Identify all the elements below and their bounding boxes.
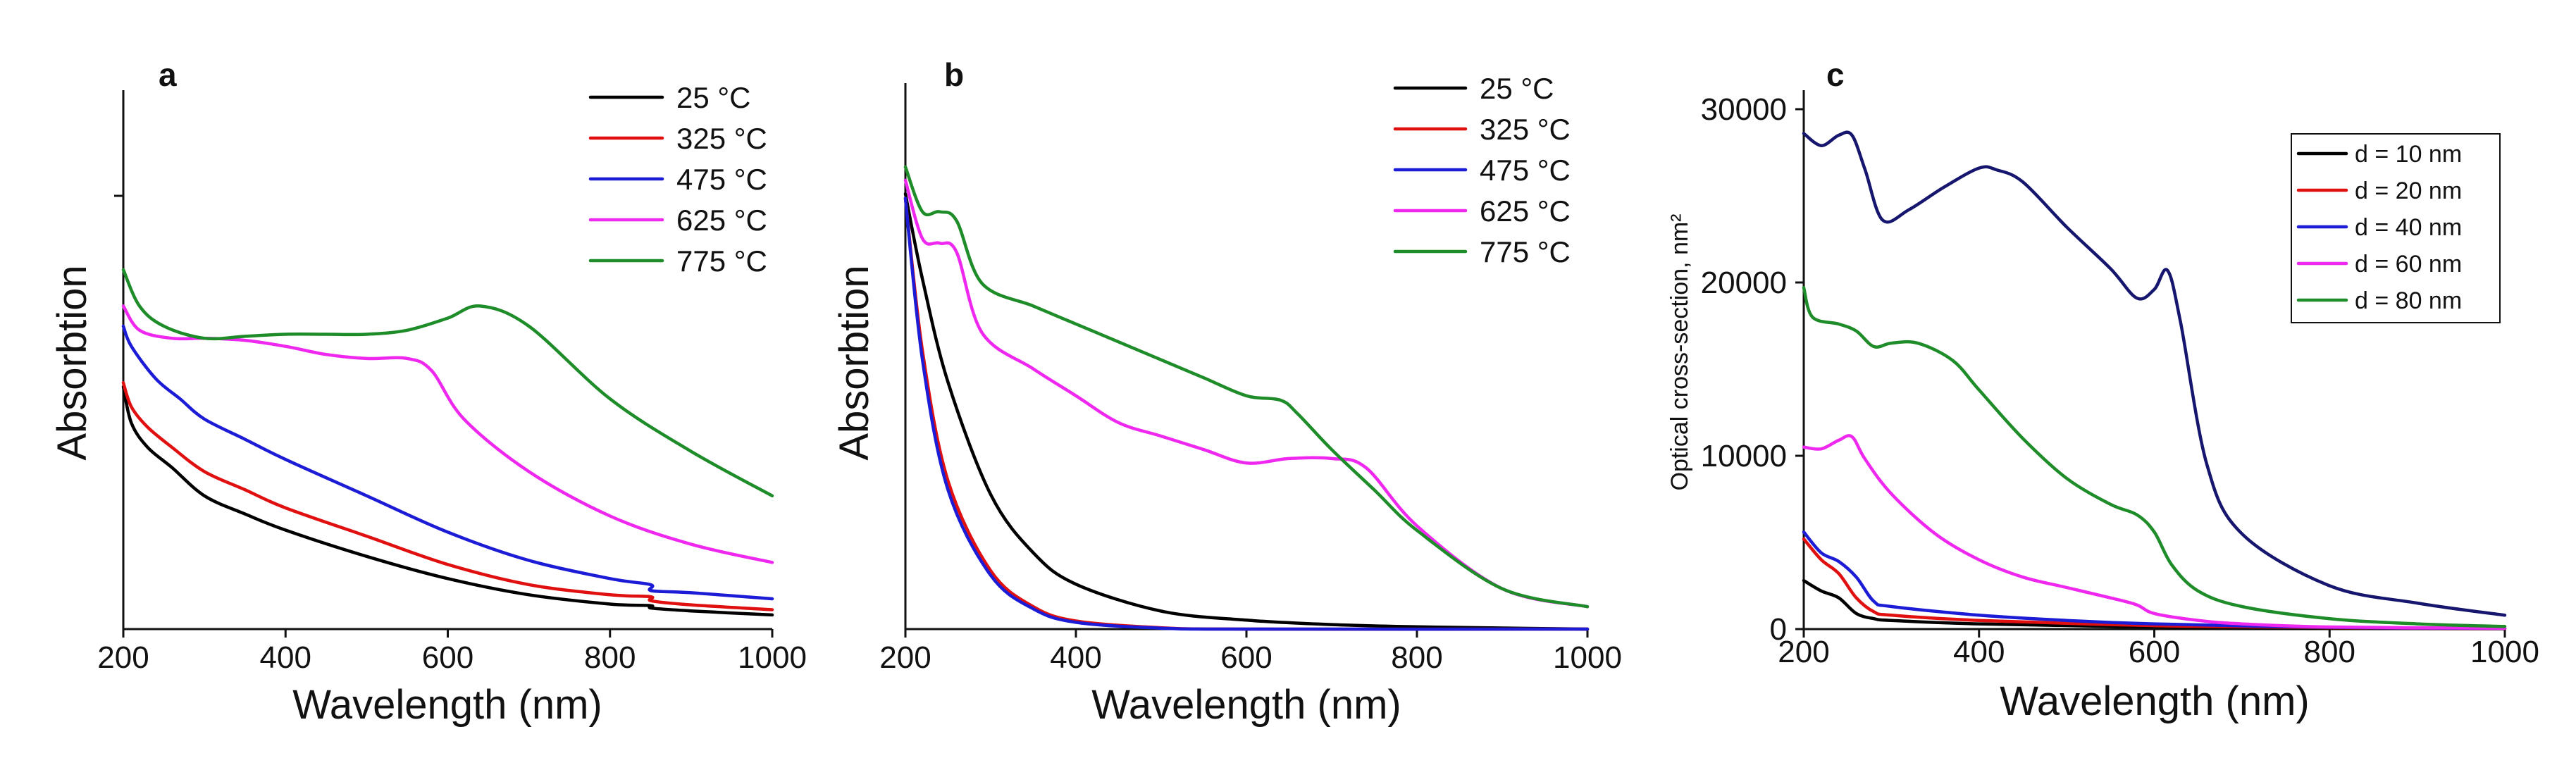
panel-c-series-line (1802, 578, 2507, 630)
panel-c-x-tick-labels: 200 400 600 800 1000 (1778, 635, 2539, 669)
panel-b-legend: 25 °C 325 °C 475 °C 625 °C 775 °C (1393, 72, 1571, 268)
panel-c-plot-area (1802, 130, 2507, 630)
panel-c-x-label: Wavelength (nm) (2000, 678, 2309, 724)
panel-c-legend: d = 10 nm d = 20 nm d = 40 nm d = 60 nm … (2291, 133, 2501, 323)
panel-b-legend-label: 775 °C (1480, 235, 1571, 268)
panel-a-plot-area (121, 268, 774, 617)
panel-c-legend-label: d = 60 nm (2355, 251, 2462, 278)
panel-c-y-tick-labels: 0 10000 20000 30000 (1701, 92, 1787, 647)
panel-a-series-line (121, 304, 774, 564)
panel-a-legend: 25 °C 325 °C 475 °C 625 °C 775 °C (588, 81, 767, 278)
panel-c-x-ticks (1802, 629, 2506, 638)
panel-c-x-tick-label: 800 (2304, 635, 2355, 669)
panel-c-legend-label: d = 10 nm (2355, 141, 2462, 168)
panel-a-x-tick-label: 1000 (738, 640, 807, 675)
panel-b-letter: b (944, 56, 964, 93)
panel-c-y-tick-label: 0 (1770, 612, 1787, 647)
panel-c-x-tick-label: 600 (2129, 635, 2180, 669)
panel-b-x-tick-label: 200 (879, 640, 931, 675)
panel-b: b 200 400 600 800 1000 Wavelength (nm) A… (831, 56, 1622, 728)
panel-b-legend-label: 625 °C (1480, 194, 1571, 228)
panel-b-x-tick-label: 1000 (1553, 640, 1622, 675)
panel-c-series-line (1802, 130, 2507, 617)
panel-b-x-tick-label: 800 (1391, 640, 1442, 675)
panel-a-x-ticks (122, 629, 774, 638)
panel-c-y-label: Optical cross-section, nm² (1666, 214, 1693, 491)
panel-c-y-tick-label: 10000 (1701, 439, 1787, 473)
panel-b-x-tick-label: 400 (1050, 640, 1101, 675)
panel-c-y-tick-label: 30000 (1701, 92, 1787, 127)
panel-a-series-line (121, 268, 774, 498)
panel-a: a 200 400 600 800 1000 Wavelength (nm) A… (49, 56, 807, 728)
panel-b-legend-label: 475 °C (1480, 154, 1571, 187)
panel-b-x-tick-label: 600 (1220, 640, 1272, 675)
panel-a-x-tick-label: 200 (97, 640, 149, 675)
panel-b-legend-label: 325 °C (1480, 113, 1571, 146)
panel-a-legend-label: 325 °C (676, 122, 767, 155)
panel-c-y-ticks (1795, 108, 1804, 630)
panel-b-x-tick-labels: 200 400 600 800 1000 (879, 640, 1622, 675)
panel-a-series-line (121, 381, 774, 611)
panel-c-y-tick-label: 20000 (1701, 266, 1787, 300)
panel-a-y-label: Absorbtion (49, 265, 95, 460)
panel-b-y-label: Absorbtion (831, 265, 877, 460)
panel-a-x-tick-label: 800 (584, 640, 636, 675)
panel-b-plot-area (903, 165, 1590, 631)
panel-c-x-tick-label: 400 (1953, 635, 2005, 669)
panel-a-legend-label: 25 °C (676, 81, 751, 114)
panel-a-x-tick-label: 400 (260, 640, 311, 675)
panel-a-x-tick-label: 600 (422, 640, 473, 675)
panel-a-series-line (121, 324, 774, 601)
panel-c: c 200 400 600 800 1000 0 10000 20000 3 (1666, 56, 2539, 724)
panel-a-letter: a (159, 56, 177, 93)
panel-c-series-line (1802, 286, 2507, 628)
panel-a-legend-label: 475 °C (676, 163, 767, 196)
panel-c-legend-label: d = 80 nm (2355, 287, 2462, 314)
panel-b-series-line (903, 197, 1590, 631)
panel-b-legend-label: 25 °C (1480, 72, 1554, 105)
panel-b-series-line (903, 178, 1590, 609)
panel-b-series-line (903, 165, 1590, 609)
panel-c-series-line (1802, 434, 2507, 630)
panel-c-x-tick-label: 200 (1778, 635, 1829, 669)
panel-a-legend-label: 625 °C (676, 204, 767, 237)
panel-a-series-line (121, 385, 774, 617)
panel-c-legend-label: d = 20 nm (2355, 178, 2462, 204)
panel-b-series-line (903, 192, 1590, 631)
panel-a-legend-label: 775 °C (676, 244, 767, 278)
panel-b-x-label: Wavelength (nm) (1091, 682, 1401, 728)
panel-a-x-tick-labels: 200 400 600 800 1000 (97, 640, 807, 675)
panel-c-letter: c (1826, 56, 1845, 93)
panel-c-x-tick-label: 1000 (2470, 635, 2539, 669)
panel-c-legend-label: d = 40 nm (2355, 214, 2462, 241)
panel-a-x-label: Wavelength (nm) (292, 682, 602, 728)
